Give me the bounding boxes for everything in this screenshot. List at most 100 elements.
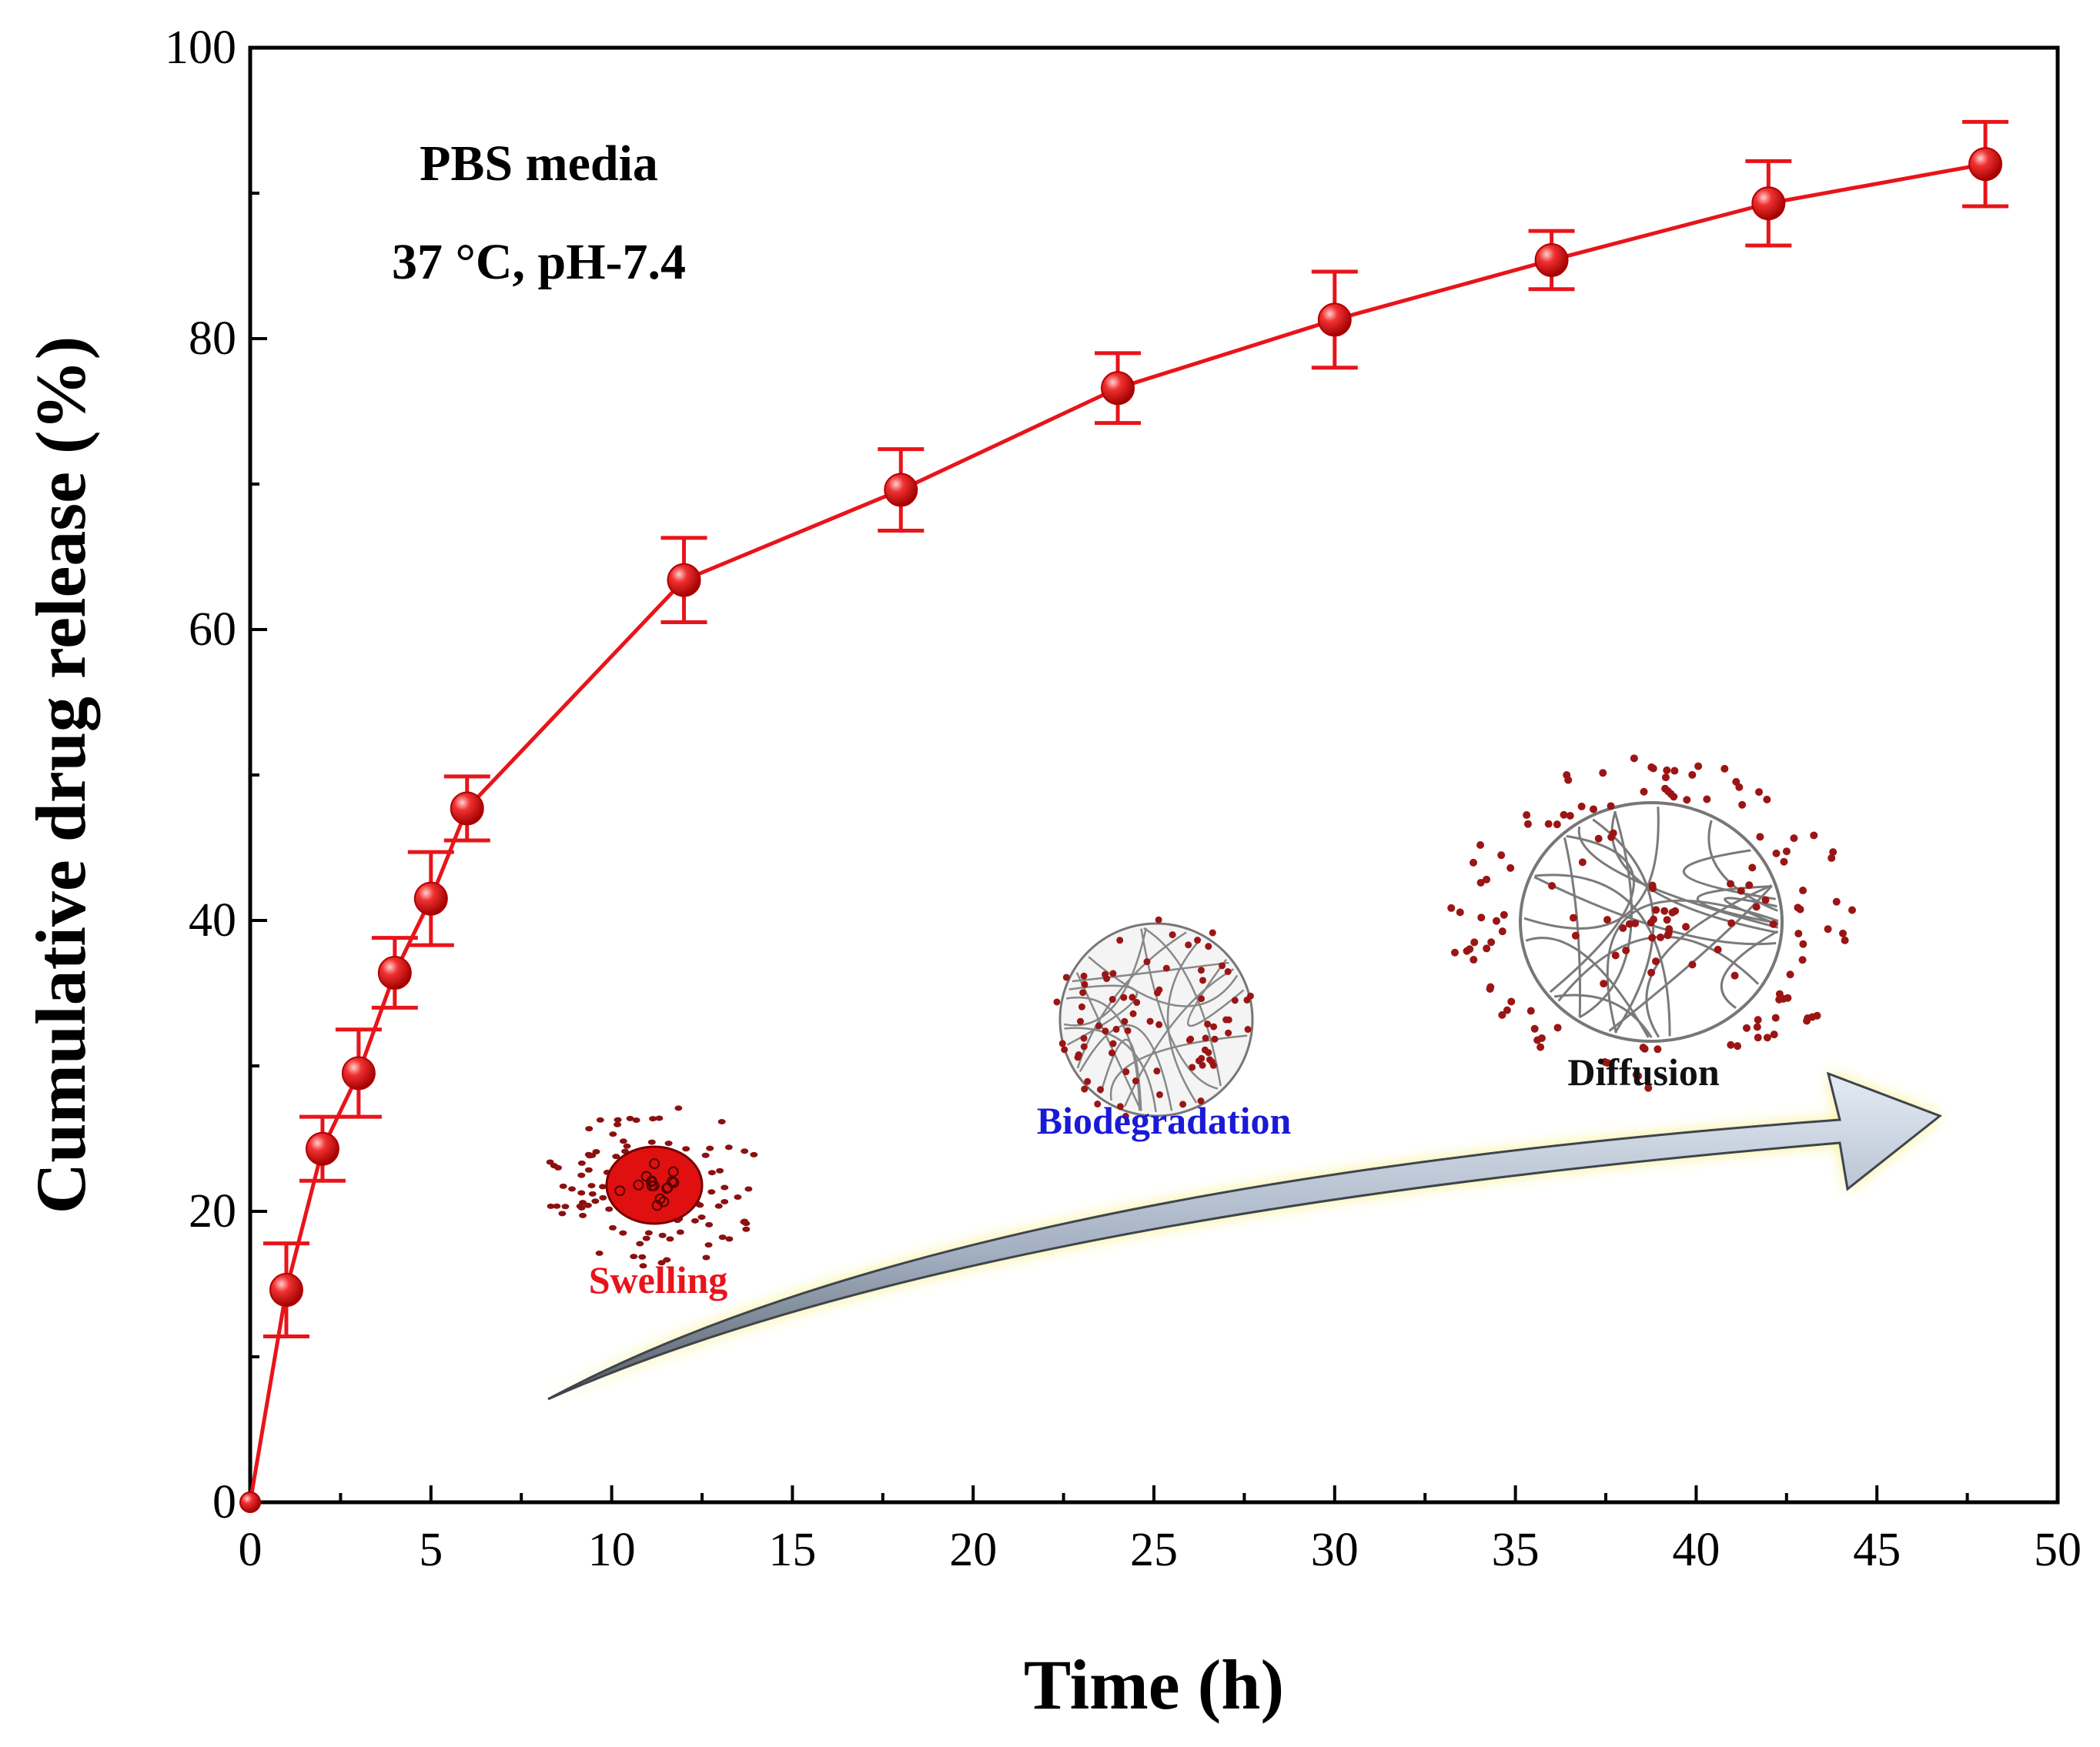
x-tick-label: 20 [949, 1524, 997, 1576]
drug-dot [1603, 1059, 1612, 1067]
polymer-strand [1606, 899, 1779, 1034]
drug-dot [1594, 834, 1603, 843]
drug-dot [1548, 881, 1557, 890]
drug-dot [1600, 980, 1608, 988]
drug-dot [1523, 811, 1531, 820]
drug-dot [1470, 938, 1479, 947]
drug-dot [682, 1146, 691, 1152]
drug-dot [559, 1183, 567, 1189]
polymer-strand [1553, 994, 1653, 1038]
drug-dot [1609, 829, 1617, 837]
x-tick-label: 40 [1672, 1524, 1720, 1576]
drug-dot [1197, 1097, 1205, 1105]
drug-dot [1644, 1084, 1653, 1092]
x-axis-title: Time (h) [1024, 1645, 1284, 1724]
drug-dot [1743, 1024, 1751, 1032]
drug-dot [1498, 1010, 1506, 1019]
drug-dot [1652, 906, 1660, 914]
drug-dot [1829, 848, 1838, 857]
x-axis: 0 5 10 15 20 25 30 35 40 45 50 [239, 1485, 2082, 1576]
drug-dot [1727, 880, 1735, 888]
polymer-strand [1592, 818, 1655, 1034]
polymer-strand [1064, 1027, 1157, 1113]
drug-dot [1079, 989, 1087, 997]
drug-dot [1470, 956, 1478, 964]
drug-dot [1487, 938, 1496, 947]
drug-dot [1553, 820, 1561, 829]
drug-dot [1492, 917, 1500, 925]
drug-dot [1663, 916, 1671, 924]
drug-dot [707, 1170, 716, 1176]
drug-dot [1668, 908, 1677, 917]
drug-dot [725, 1236, 734, 1242]
data-point [1101, 371, 1135, 406]
drug-dot [1770, 1030, 1778, 1039]
drug-dot [1824, 925, 1832, 934]
drug-dot [1754, 1034, 1762, 1042]
data-point [884, 473, 918, 507]
polymer-strand [1557, 935, 1760, 1002]
data-point [450, 791, 484, 826]
drug-dot [1231, 997, 1239, 1004]
drug-dot [1523, 820, 1532, 828]
drug-dot [1080, 1043, 1088, 1051]
drug-dot [639, 1263, 647, 1269]
y-tick-label: 20 [189, 1185, 236, 1238]
drug-dot [1738, 800, 1747, 809]
drug-dot [568, 1186, 577, 1192]
drug-dot [717, 1119, 726, 1125]
x-tick-label: 35 [1492, 1524, 1540, 1576]
drug-dot [1129, 1010, 1137, 1017]
data-point [413, 881, 448, 916]
drug-dot [1661, 773, 1670, 782]
drug-dot [623, 1143, 631, 1149]
drug-dot [658, 1232, 667, 1238]
polymer-strand [1682, 849, 1776, 900]
drug-dot [1143, 958, 1151, 966]
polymer-strand [1072, 961, 1229, 983]
drug-dot [1497, 851, 1506, 860]
drug-dot [1483, 875, 1491, 884]
drug-dot [704, 1242, 713, 1248]
drug-dot [1169, 931, 1176, 939]
drug-dot [1730, 971, 1739, 980]
drug-dot [1763, 795, 1771, 803]
drug-dot [1109, 970, 1117, 977]
drug-dot [1244, 1026, 1252, 1034]
drug-dot [1639, 1044, 1647, 1052]
drug-dot [1648, 934, 1657, 942]
drug-dot [585, 1126, 594, 1132]
polymer-strand [1577, 826, 1779, 929]
drug-dot [1682, 923, 1690, 931]
drug-dot [1603, 916, 1611, 924]
drug-dot [1664, 929, 1673, 937]
drug-dot [1631, 919, 1640, 927]
drug-dot [1622, 947, 1630, 955]
drug-dot [1754, 1016, 1762, 1024]
data-point [269, 1273, 303, 1308]
drug-dot [741, 1148, 749, 1154]
drug-dot [598, 1184, 607, 1190]
polymer-strand [1078, 1024, 1173, 1111]
drug-dot [1720, 764, 1729, 773]
drug-dot [1560, 810, 1568, 819]
drug-dot [1737, 887, 1745, 895]
drug-dot [1102, 970, 1109, 978]
drug-dot [702, 1254, 711, 1261]
drug-dot [619, 1138, 627, 1144]
polymer-strand [1534, 874, 1671, 1037]
drug-dot [1058, 1040, 1066, 1047]
drug-dot [1503, 1006, 1511, 1014]
drug-dot [1476, 840, 1485, 849]
drug-dot [721, 1198, 729, 1204]
drug-dot [1194, 937, 1202, 944]
drug-dot [1102, 1027, 1109, 1035]
data-point [377, 956, 412, 990]
drug-dot [1630, 754, 1638, 763]
drug-dot [707, 1189, 716, 1195]
drug-dot [1122, 1112, 1129, 1120]
drug-dot [1848, 906, 1857, 914]
drug-dot [1081, 980, 1088, 988]
drug-dot [558, 1211, 567, 1217]
